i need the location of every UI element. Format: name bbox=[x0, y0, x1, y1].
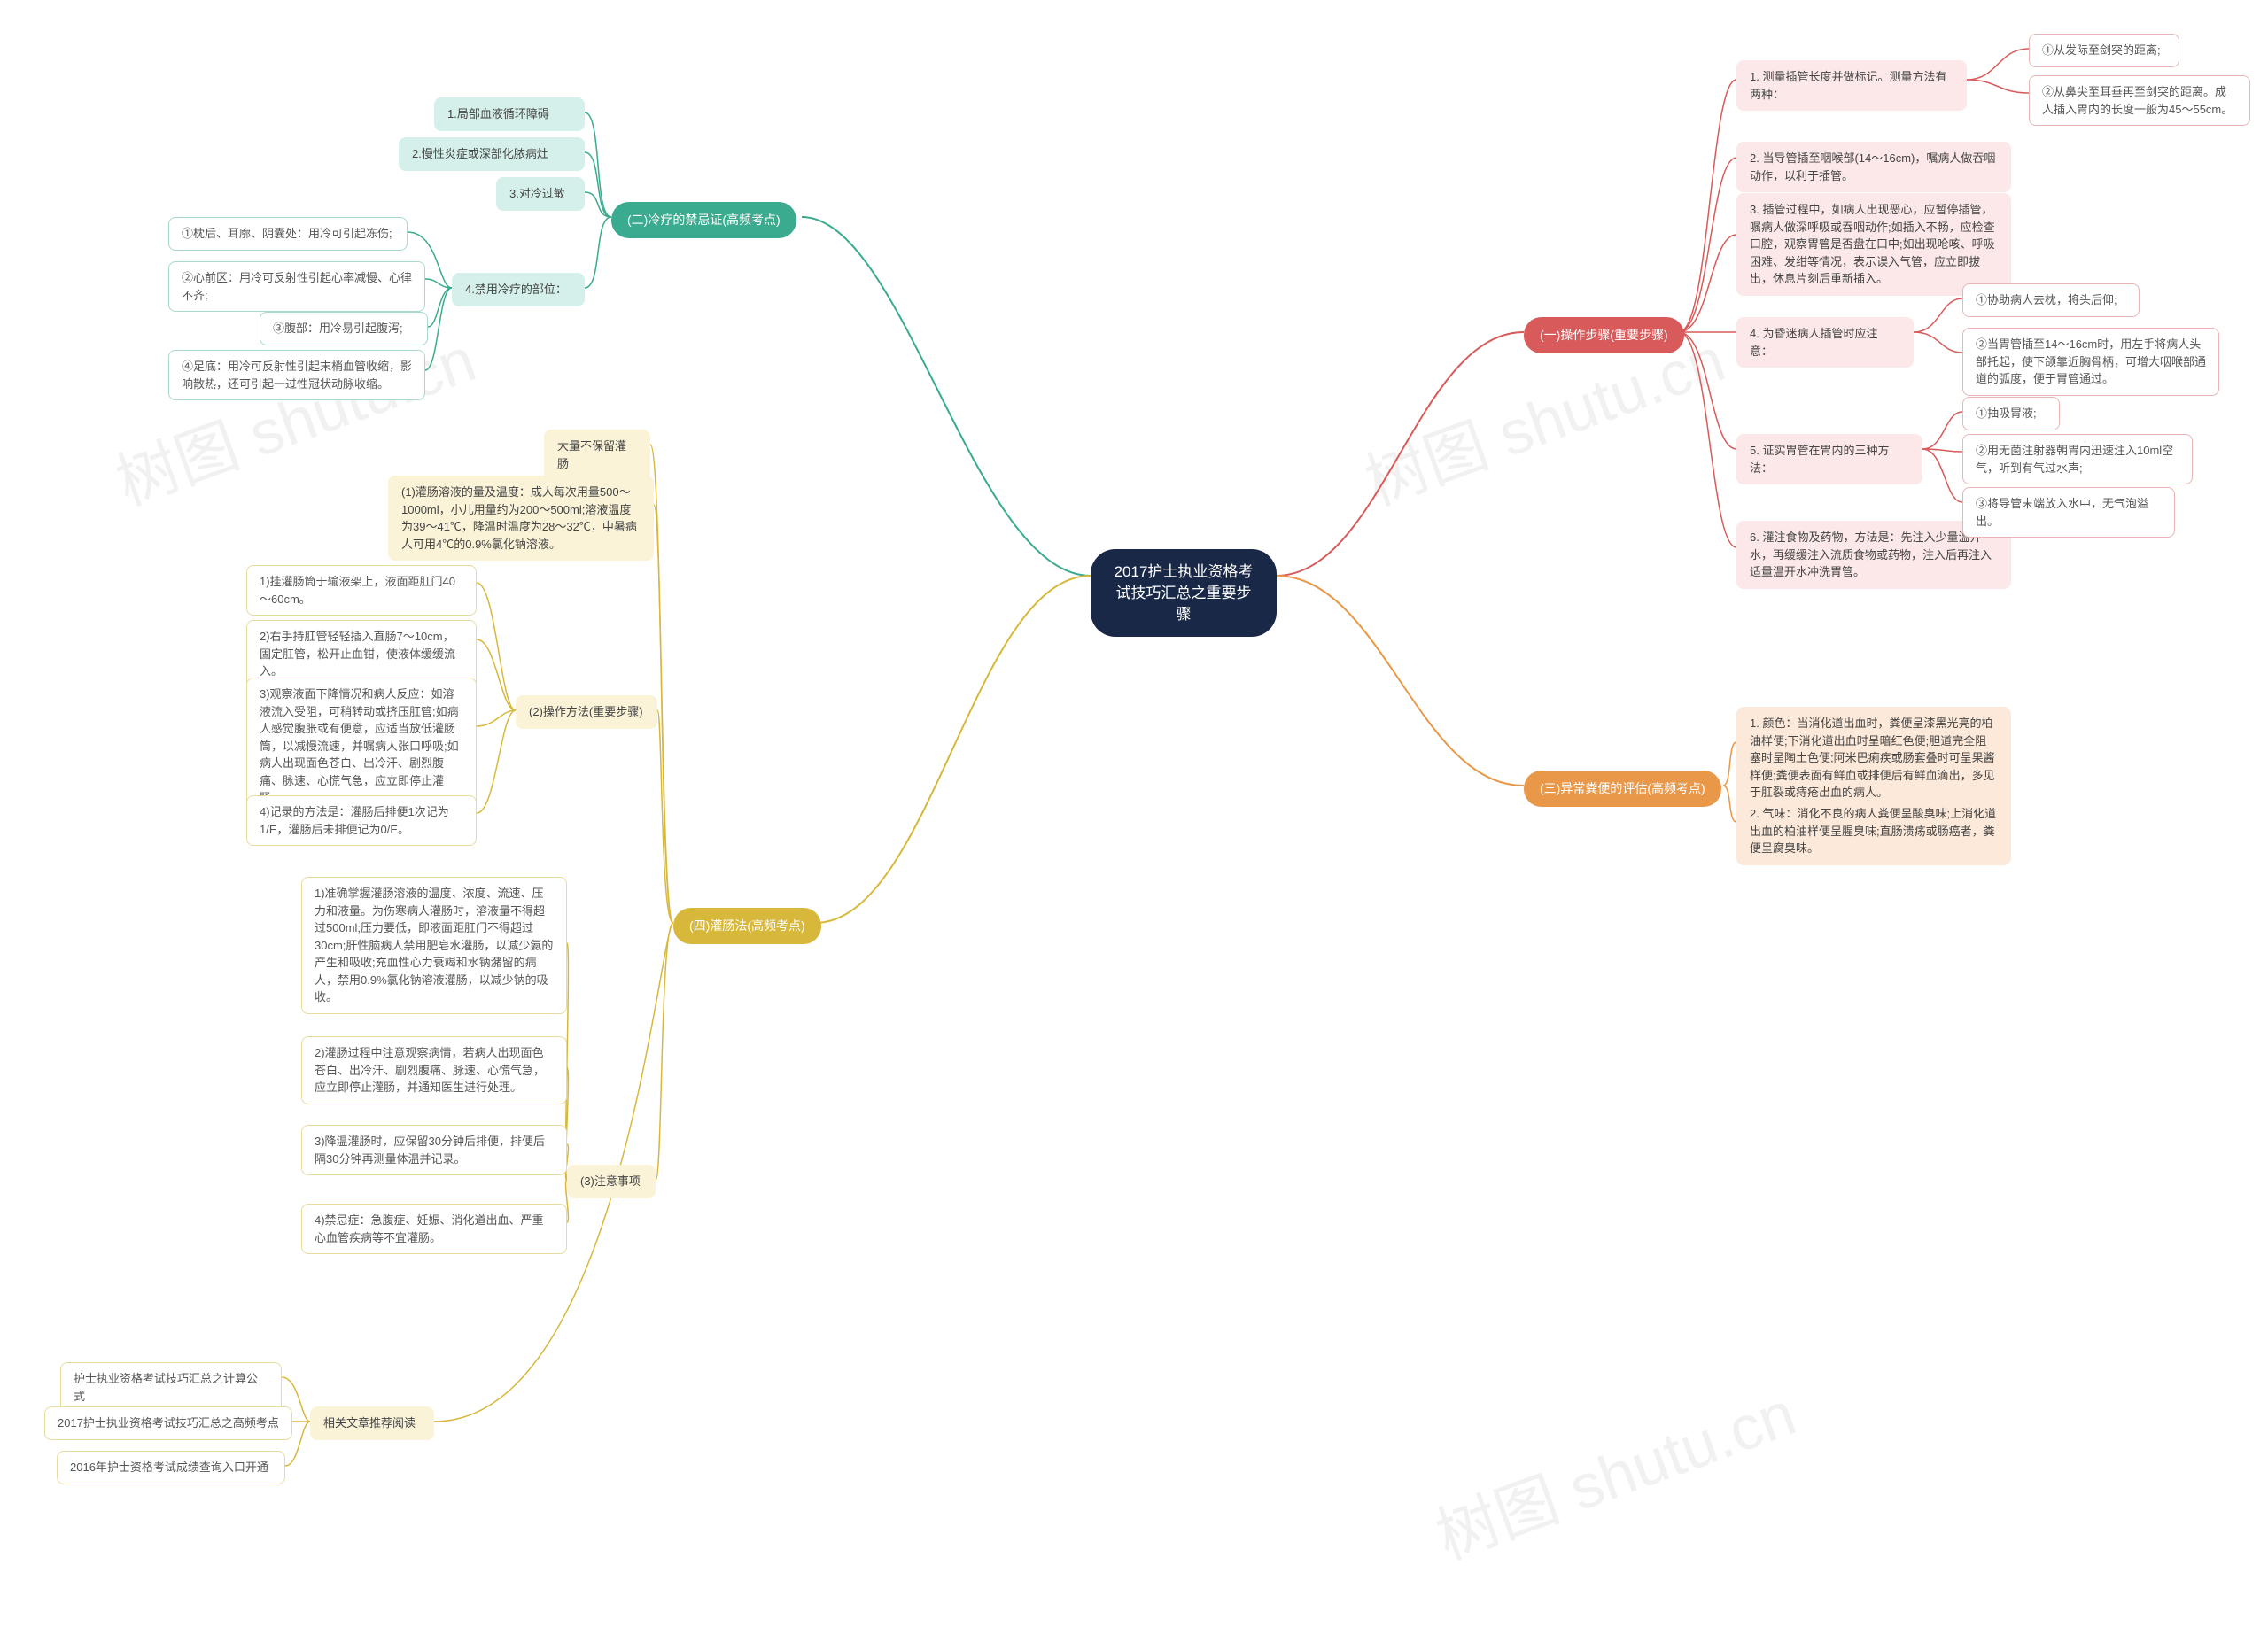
leaf-node[interactable]: 4)禁忌症：急腹症、妊娠、消化道出血、严重心血管疾病等不宜灌肠。 bbox=[301, 1204, 567, 1254]
category-3[interactable]: (三)异常粪便的评估(高频考点) bbox=[1524, 771, 1721, 807]
sub-node[interactable]: 2. 气味：消化不良的病人粪便呈酸臭味;上消化道出血的柏油样便呈腥臭味;直肠溃疡… bbox=[1736, 797, 2011, 865]
sub-node[interactable]: 3. 插管过程中，如病人出现恶心，应暂停插管，嘱病人做深呼吸或吞咽动作;如插入不… bbox=[1736, 193, 2011, 296]
leaf-node[interactable]: 2)灌肠过程中注意观察病情，若病人出现面色苍白、出冷汗、剧烈腹痛、脉速、心慌气急… bbox=[301, 1036, 567, 1104]
leaf-node[interactable]: ①抽吸胃液; bbox=[1962, 397, 2060, 430]
sub-node[interactable]: 2. 当导管插至咽喉部(14～16cm)，嘱病人做吞咽动作，以利于插管。 bbox=[1736, 142, 2011, 192]
root-node[interactable]: 2017护士执业资格考试技巧汇总之重要步骤 bbox=[1091, 549, 1277, 637]
leaf-node[interactable]: ④足底：用冷可反射性引起末梢血管收缩，影响散热，还可引起一过性冠状动脉收缩。 bbox=[168, 350, 425, 400]
leaf-node[interactable]: ③将导管末端放入水中，无气泡溢出。 bbox=[1962, 487, 2175, 538]
leaf-node[interactable]: ②用无菌注射器朝胃内迅速注入10ml空气，听到有气过水声; bbox=[1962, 434, 2193, 484]
sub-node[interactable]: 4. 为昏迷病人插管时应注意： bbox=[1736, 317, 1914, 368]
leaf-node[interactable]: ①枕后、耳廓、阴囊处：用冷可引起冻伤; bbox=[168, 217, 408, 251]
leaf-node[interactable]: 4)记录的方法是：灌肠后排便1次记为1/E，灌肠后未排便记为0/E。 bbox=[246, 795, 477, 846]
sub-node[interactable]: 1. 颜色：当消化道出血时，粪便呈漆黑光亮的柏油样便;下消化道出血时呈暗红色便;… bbox=[1736, 707, 2011, 810]
sub-node[interactable]: 4.禁用冷疗的部位： bbox=[452, 273, 585, 306]
sub-node[interactable]: (3)注意事项 bbox=[567, 1165, 656, 1198]
leaf-node[interactable]: 3)降温灌肠时，应保留30分钟后排便，排便后隔30分钟再测量体温并记录。 bbox=[301, 1125, 567, 1175]
leaf-node[interactable]: ①协助病人去枕，将头后仰; bbox=[1962, 283, 2140, 317]
leaf-node[interactable]: ①从发际至剑突的距离; bbox=[2029, 34, 2179, 67]
leaf-node[interactable]: ③腹部：用冷易引起腹泻; bbox=[260, 312, 428, 345]
sub-node[interactable]: 相关文章推荐阅读 bbox=[310, 1406, 434, 1440]
sub-node[interactable]: 1.局部血液循环障碍 bbox=[434, 97, 585, 131]
category-1[interactable]: (一)操作步骤(重要步骤) bbox=[1524, 317, 1684, 353]
category-2[interactable]: (二)冷疗的禁忌证(高频考点) bbox=[611, 202, 796, 238]
leaf-node[interactable]: ②心前区：用冷可反射性引起心率减慢、心律不齐; bbox=[168, 261, 425, 312]
leaf-node[interactable]: 1)挂灌肠筒于输液架上，液面距肛门40～60cm。 bbox=[246, 565, 477, 616]
leaf-node[interactable]: ②从鼻尖至耳垂再至剑突的距离。成人插入胃内的长度一般为45～55cm。 bbox=[2029, 75, 2250, 126]
sub-node[interactable]: 5. 证实胃管在胃内的三种方法： bbox=[1736, 434, 1922, 484]
leaf-node[interactable]: 3)观察液面下降情况和病人反应：如溶液流入受阻，可稍转动或挤压肛管;如病人感觉腹… bbox=[246, 678, 477, 815]
sub-node[interactable]: 大量不保留灌肠 bbox=[544, 430, 650, 480]
leaf-node[interactable]: 护士执业资格考试技巧汇总之计算公式 bbox=[60, 1362, 282, 1413]
sub-node[interactable]: (2)操作方法(重要步骤) bbox=[516, 695, 657, 729]
category-4[interactable]: (四)灌肠法(高频考点) bbox=[673, 908, 821, 944]
sub-node[interactable]: (1)灌肠溶液的量及温度：成人每次用量500～1000ml，小儿用量约为200～… bbox=[388, 476, 654, 561]
sub-node[interactable]: 3.对冷过敏 bbox=[496, 177, 585, 211]
sub-node[interactable]: 1. 测量插管长度并做标记。测量方法有两种： bbox=[1736, 60, 1967, 111]
leaf-node[interactable]: 2016年护士资格考试成绩查询入口开通 bbox=[57, 1451, 285, 1484]
leaf-node[interactable]: 2017护士执业资格考试技巧汇总之高频考点 bbox=[44, 1406, 292, 1440]
watermark: 树图 shutu.cn bbox=[1423, 1365, 1806, 1577]
sub-node[interactable]: 2.慢性炎症或深部化脓病灶 bbox=[399, 137, 585, 171]
leaf-node[interactable]: ②当胃管插至14～16cm时，用左手将病人头部托起，使下颌靠近胸骨柄，可增大咽喉… bbox=[1962, 328, 2219, 396]
leaf-node[interactable]: 1)准确掌握灌肠溶液的温度、浓度、流速、压力和液量。为伤寒病人灌肠时，溶液量不得… bbox=[301, 877, 567, 1014]
